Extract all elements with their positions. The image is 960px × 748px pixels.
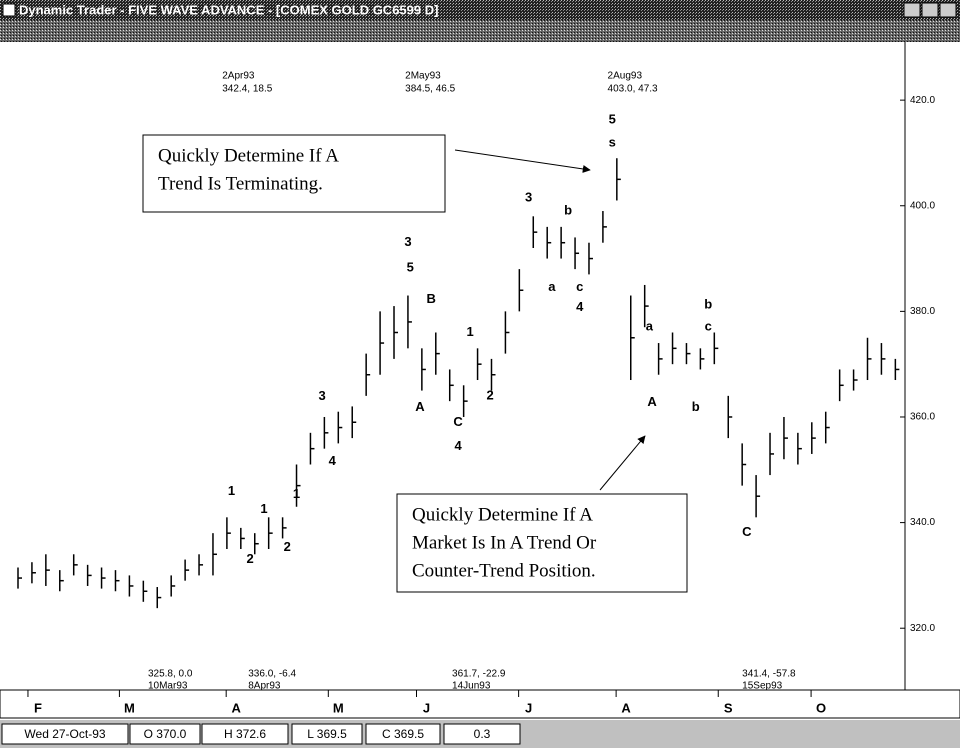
wave-label: a: [646, 319, 654, 334]
wave-label: A: [647, 394, 657, 409]
status-text: C 369.5: [382, 727, 424, 741]
x-tick-label: F: [34, 700, 42, 715]
pivot-label: 403.0, 47.3: [608, 84, 658, 95]
x-tick-label: O: [816, 700, 826, 715]
status-text: Wed 27-Oct-93: [24, 727, 105, 741]
wave-label: 4: [454, 438, 462, 453]
pivot-label: 2Aug93: [608, 71, 643, 82]
status-cell: [291, 723, 363, 745]
x-tick-label: M: [333, 700, 344, 715]
wave-label: b: [692, 399, 700, 414]
pivot-label: 325.8, 0.0: [148, 669, 193, 680]
callout-arrow: [454, 149, 591, 173]
wave-label: 2: [284, 539, 291, 554]
title-bar: [0, 0, 960, 20]
status-cell: [129, 723, 201, 745]
pivot-label: 10Mar93: [148, 681, 188, 692]
app-icon[interactable]: [2, 3, 16, 17]
y-tick-label: 420.0: [910, 95, 935, 106]
close-button[interactable]: [939, 2, 957, 18]
status-cell: [365, 723, 441, 745]
y-tick-label: 340.0: [910, 517, 935, 528]
x-tick-label: J: [423, 700, 430, 715]
wave-label: C: [742, 524, 752, 539]
wave-label: 1: [260, 501, 267, 516]
wave-label: 1: [228, 483, 235, 498]
wave-label: 1: [293, 486, 300, 501]
wave-label: 3: [404, 234, 411, 249]
pivot-label: 2May93: [405, 71, 441, 82]
pivot-label: 384.5, 46.5: [405, 84, 455, 95]
toolbar: [0, 20, 960, 42]
x-tick-label: J: [525, 700, 532, 715]
x-tick-label: A: [231, 700, 241, 715]
wave-label: B: [426, 291, 435, 306]
wave-label: c: [705, 319, 712, 334]
wave-label: 3: [318, 388, 325, 403]
y-tick-label: 320.0: [910, 623, 935, 634]
x-tick-label: S: [724, 700, 733, 715]
wave-label: 2: [486, 387, 493, 402]
pivot-label: 14Jun93: [452, 681, 491, 692]
status-text: O 370.0: [144, 727, 187, 741]
x-tick-label: M: [124, 700, 135, 715]
wave-label: 4: [576, 299, 584, 314]
callout-text: Counter-Trend Position.: [412, 560, 596, 581]
status-cell: [201, 723, 289, 745]
status-text: L 369.5: [307, 727, 347, 741]
status-cell: [443, 723, 521, 745]
pivot-label: 2Apr93: [222, 71, 255, 82]
x-axis-strip: [0, 689, 960, 719]
y-tick-label: 400.0: [910, 200, 935, 211]
pivot-label: 361.7, -22.9: [452, 669, 506, 680]
wave-label: b: [564, 202, 572, 217]
pivot-label: 15Sep93: [742, 681, 782, 692]
callout-text: Quickly Determine If A: [412, 504, 593, 525]
y-tick-label: 380.0: [910, 306, 935, 317]
wave-label: s: [609, 134, 616, 149]
wave-label: a: [548, 279, 556, 294]
callout-text: Quickly Determine If A: [158, 145, 339, 166]
status-text: H 372.6: [224, 727, 266, 741]
callout-box: [396, 493, 688, 593]
y-tick-label: 360.0: [910, 412, 935, 423]
pivot-label: 342.4, 18.5: [222, 84, 272, 95]
status-text: 0.3: [474, 727, 491, 741]
window-title: Dynamic Trader - FIVE WAVE ADVANCE - [CO…: [19, 2, 438, 17]
wave-label: 5: [609, 112, 616, 127]
pivot-label: 336.0, -6.4: [248, 669, 296, 680]
callout-box: [142, 134, 446, 213]
wave-label: b: [704, 296, 712, 311]
wave-label: 2: [246, 551, 253, 566]
callout-arrow: [599, 435, 646, 491]
callout-text: Trend Is Terminating.: [158, 173, 323, 194]
wave-label: C: [453, 414, 463, 429]
wave-label: 5: [407, 260, 414, 275]
callout-text: Market Is In A Trend Or: [412, 532, 597, 553]
pivot-label: 8Apr93: [248, 681, 281, 692]
wave-label: 3: [525, 189, 532, 204]
minimize-button[interactable]: [903, 2, 921, 18]
wave-label: c: [576, 279, 583, 294]
pivot-label: 341.4, -57.8: [742, 669, 796, 680]
status-cell: [1, 723, 129, 745]
wave-label: 4: [329, 453, 337, 468]
maximize-button[interactable]: [921, 2, 939, 18]
wave-label: 1: [467, 324, 474, 339]
wave-label: A: [415, 399, 425, 414]
x-tick-label: A: [621, 700, 631, 715]
